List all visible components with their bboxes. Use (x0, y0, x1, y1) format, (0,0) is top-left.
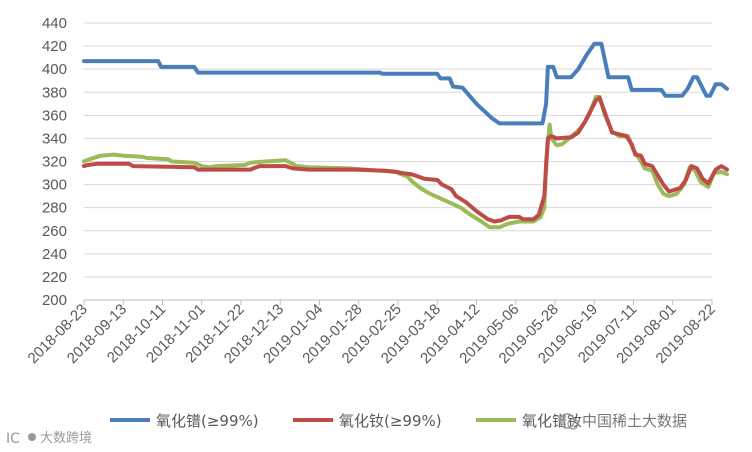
y-tick-label-280: 280 (42, 200, 67, 217)
y-tick-label-260: 260 (42, 223, 67, 240)
axes: 2002202402602803003203403603804004204402… (25, 15, 719, 367)
y-tick-label-400: 400 (42, 61, 67, 78)
watermarks: 中国稀土大数据 IC 大数跨境 (6, 412, 687, 447)
y-tick-label-300: 300 (42, 177, 67, 194)
grid-lines (84, 22, 712, 278)
y-tick-label-320: 320 (42, 154, 67, 171)
legend: 氧化镨(≥99%) 氧化钕(≥99%) 氧化镨钕 (110, 412, 582, 430)
series-line-prnd-oxide (82, 94, 729, 230)
series-line-praseodymium-oxide (82, 41, 729, 126)
legend-label-prnd-oxide: 氧化镨钕 (522, 412, 582, 430)
legend-label-neodymium-oxide: 氧化钕(≥99%) (339, 412, 442, 430)
y-tick-label-440: 440 (42, 15, 67, 32)
watermark-brand-icon: IC (6, 431, 36, 447)
series-layer (82, 41, 729, 230)
y-tick-label-200: 200 (42, 292, 67, 309)
y-tick-label-240: 240 (42, 246, 67, 263)
series-line-neodymium-oxide (82, 96, 729, 224)
y-tick-label-220: 220 (42, 269, 67, 286)
y-tick-label-420: 420 (42, 38, 67, 55)
svg-text:IC: IC (6, 431, 20, 447)
watermark-bottom-right: 中国稀土大数据 (582, 412, 687, 430)
y-tick-label-380: 380 (42, 84, 67, 101)
watermark-bottom-left: 大数跨境 (40, 431, 92, 446)
legend-label-praseodymium-oxide: 氧化镨(≥99%) (156, 412, 259, 430)
watermark-logo-icon (559, 413, 579, 430)
y-tick-label-340: 340 (42, 130, 67, 147)
y-tick-label-360: 360 (42, 107, 67, 124)
